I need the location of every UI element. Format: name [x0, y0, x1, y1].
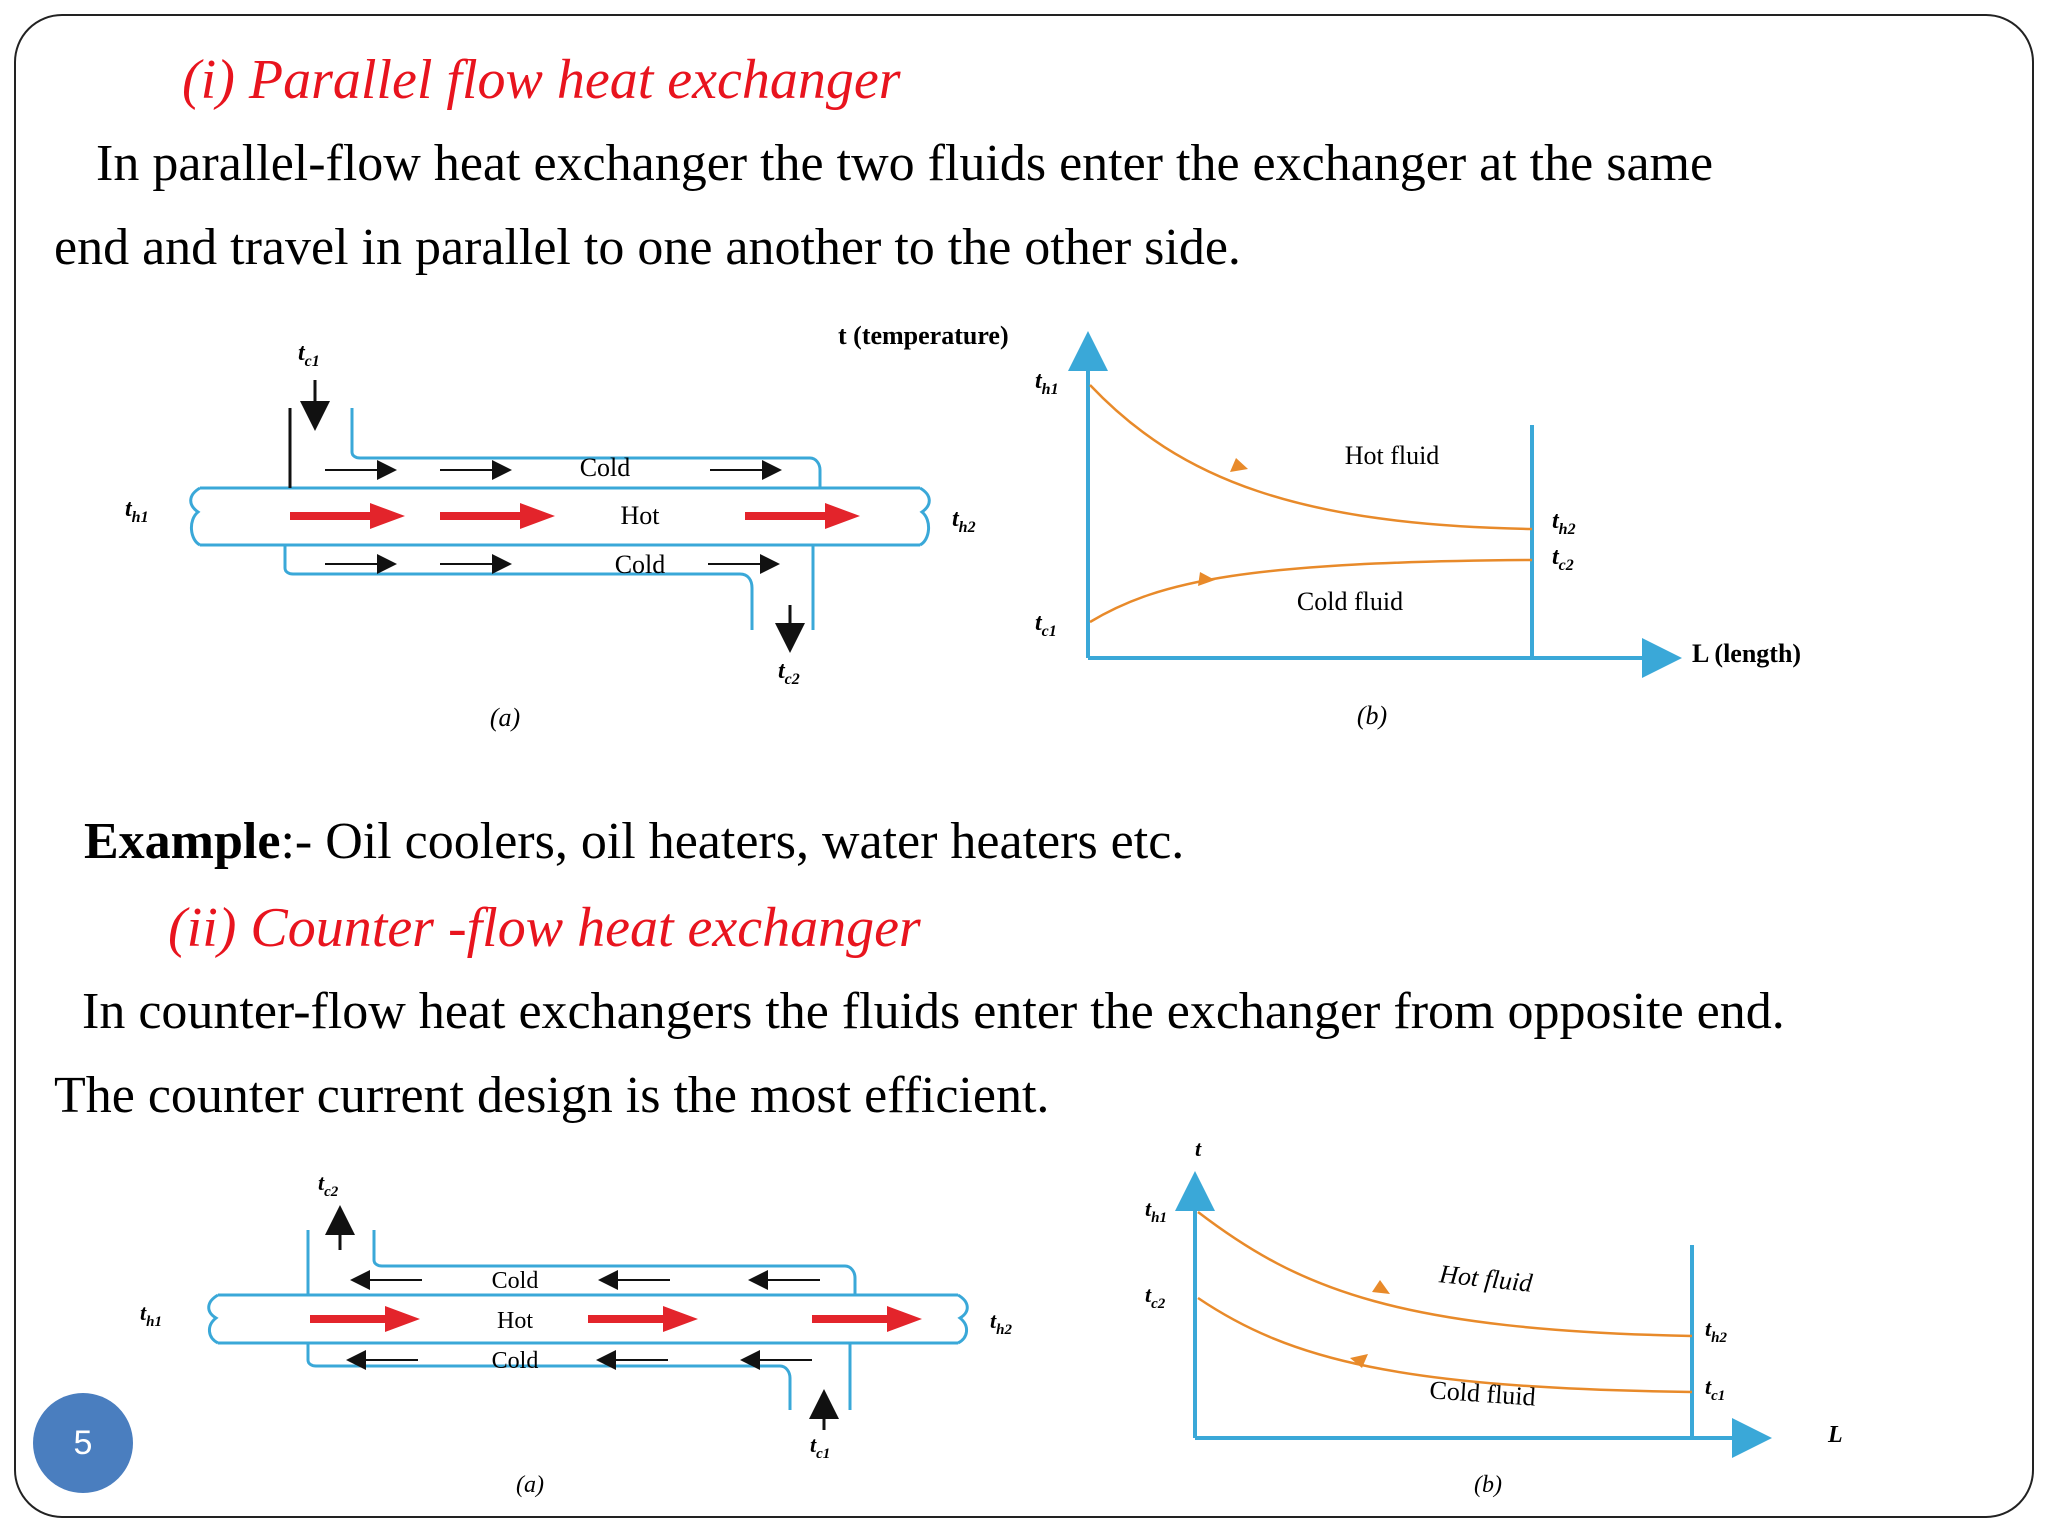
heading-counter-flow: (ii) Counter -flow heat exchanger — [168, 897, 921, 959]
y-axis-label: t — [1195, 1140, 1202, 1161]
graph-tc1: tc1 — [1705, 1374, 1725, 1404]
paragraph-2-line-2: The counter current design is the most e… — [54, 1067, 1050, 1124]
label-cold-top: Cold — [580, 453, 631, 482]
y-axis-label: t (temperature) — [838, 321, 1009, 350]
graph-th2: th2 — [1552, 508, 1576, 538]
schematic-a: Cold Hot Cold tc2 tc1 th1 th2 (a) — [140, 1170, 1012, 1498]
caption-b: (b) — [1474, 1472, 1502, 1498]
label-th1: th1 — [125, 496, 149, 526]
paragraph-1-line-1: In parallel-flow heat exchanger the two … — [96, 135, 1714, 192]
label-cold-bottom: Cold — [492, 1348, 539, 1374]
label-tc2: tc2 — [318, 1170, 339, 1200]
example-line: Example:- Oil coolers, oil heaters, wate… — [84, 812, 1184, 871]
label-tc1: tc1 — [810, 1432, 830, 1462]
graph-tc1: tc1 — [1035, 610, 1057, 640]
graph-th1: th1 — [1035, 368, 1059, 398]
caption-a: (a) — [516, 1472, 544, 1498]
graph-tc2: tc2 — [1552, 544, 1574, 574]
caption-b: (b) — [1357, 701, 1387, 730]
graph-b: t (temperature) L (length) Hot fluid Col… — [838, 321, 1801, 730]
graph-tc2: tc2 — [1145, 1282, 1166, 1312]
label-hot: Hot — [621, 501, 661, 530]
page-number-badge: 5 — [33, 1393, 133, 1493]
graph-th1: th1 — [1145, 1196, 1167, 1226]
parallel-flow-figure: Cold Hot Cold tc1 tc2 th1 th2 (a) t (tem… — [125, 321, 1801, 732]
hot-fluid-label: Hot fluid — [1437, 1259, 1535, 1298]
graph-b: t L Hot fluid Cold fluid th1 tc2 th2 tc1… — [1145, 1140, 1843, 1498]
caption-a: (a) — [490, 703, 520, 732]
label-hot: Hot — [497, 1308, 533, 1334]
label-tc2: tc2 — [778, 658, 800, 688]
x-axis-label: L — [1827, 1422, 1843, 1448]
schematic-a: Cold Hot Cold tc1 tc2 th1 th2 (a) — [125, 340, 976, 732]
example-text: :- Oil coolers, oil heaters, water heate… — [280, 813, 1185, 870]
label-th2: th2 — [990, 1308, 1012, 1338]
heading-parallel-flow: (i) Parallel flow heat exchanger — [182, 49, 901, 111]
paragraph-1-line-2: end and travel in parallel to one anothe… — [54, 219, 1241, 276]
label-tc1: tc1 — [298, 340, 320, 370]
label-cold-bottom: Cold — [615, 550, 666, 579]
cold-fluid-label: Cold fluid — [1297, 587, 1403, 616]
cold-fluid-label: Cold fluid — [1429, 1375, 1537, 1411]
hot-fluid-label: Hot fluid — [1345, 441, 1440, 470]
x-axis-label: L (length) — [1692, 639, 1801, 668]
counter-flow-figure: Cold Hot Cold tc2 tc1 th1 th2 (a) t L Ho… — [140, 1140, 1843, 1498]
example-label: Example — [84, 813, 281, 870]
paragraph-2-line-1: In counter-flow heat exchangers the flui… — [82, 983, 1785, 1040]
label-th2: th2 — [952, 506, 976, 536]
graph-th2: th2 — [1705, 1316, 1727, 1346]
label-th1: th1 — [140, 1300, 162, 1330]
label-cold-top: Cold — [492, 1268, 539, 1294]
slide-frame — [14, 14, 2034, 1518]
